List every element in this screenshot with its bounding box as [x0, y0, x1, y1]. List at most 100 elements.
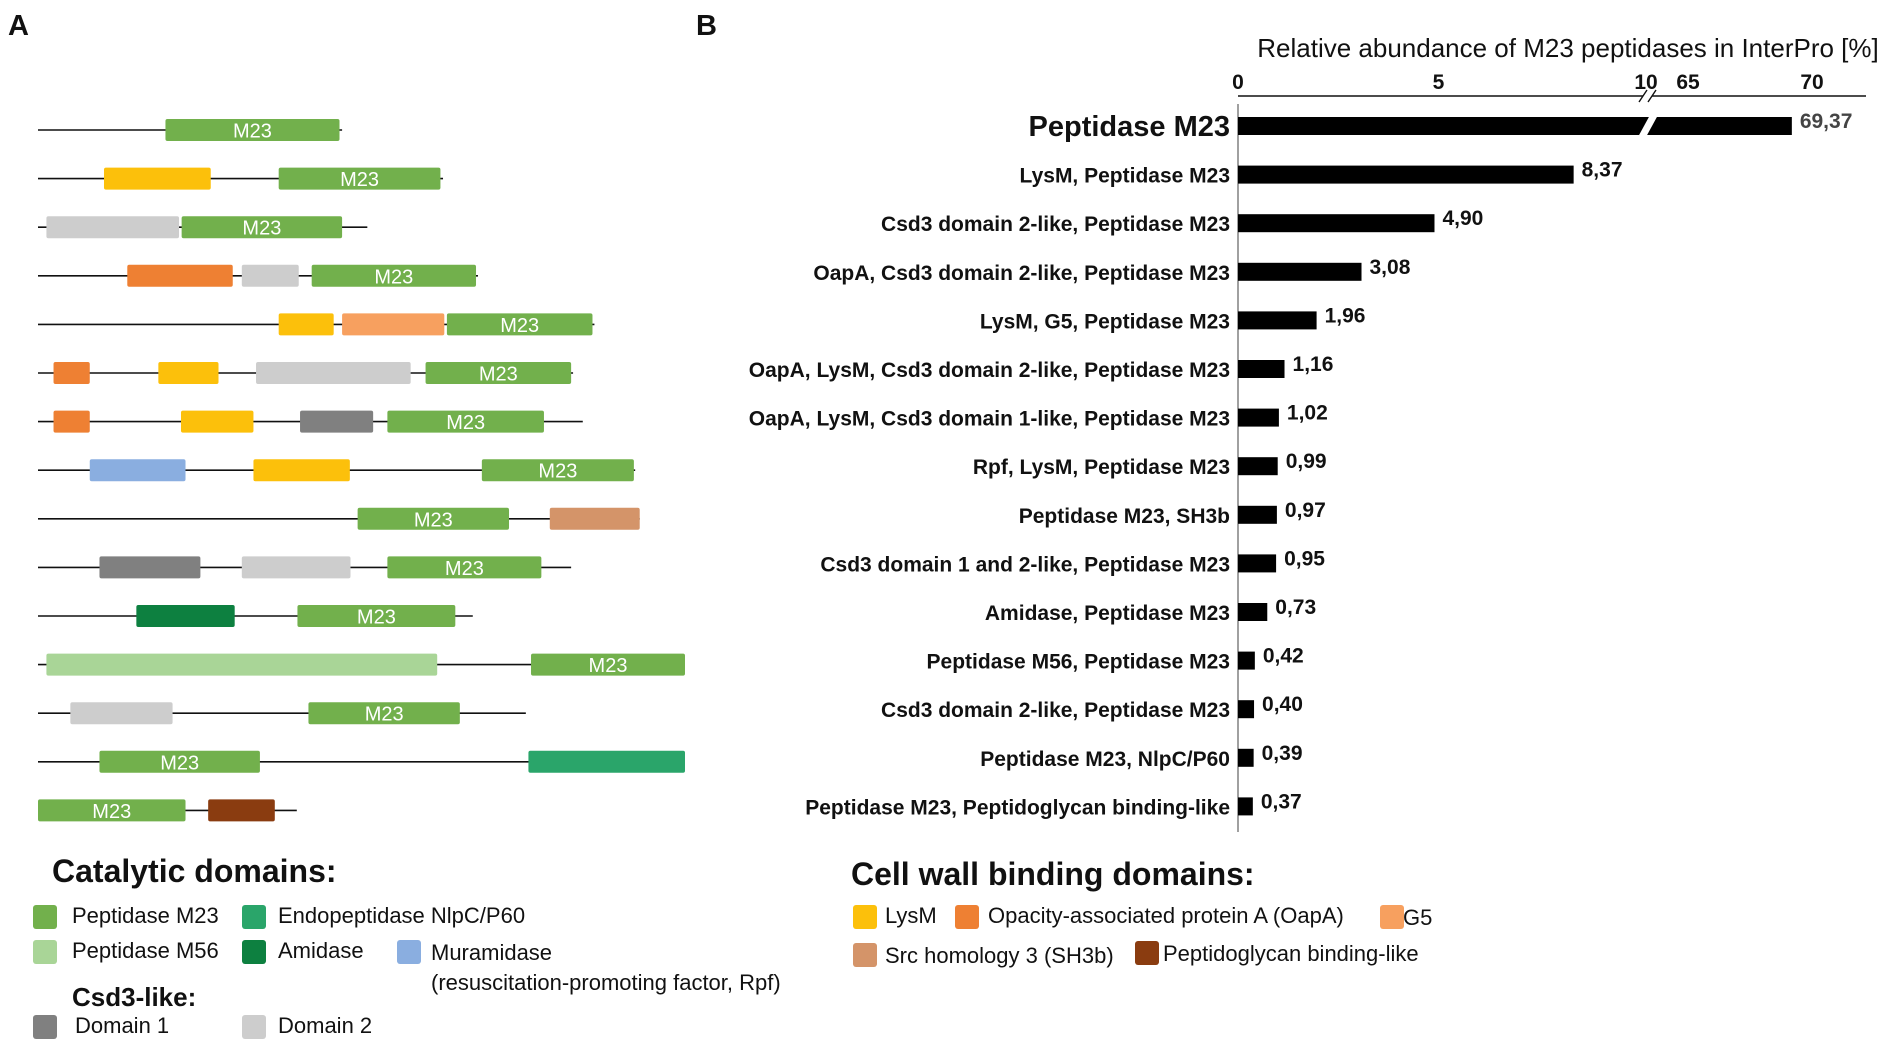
legend-label-peptidoglycan-binding: Peptidoglycan binding-like: [1163, 941, 1419, 966]
cell-wall-legend-title: Cell wall binding domains:: [851, 856, 1255, 892]
category-label: Peptidase M23, NlpC/P60: [980, 748, 1230, 771]
value-label: 3,08: [1370, 256, 1411, 279]
axis-break-mark-left: [1638, 89, 1648, 103]
category-label: OapA, Csd3 domain 2-like, Peptidase M23: [813, 262, 1230, 285]
domain-box-oapa: [127, 264, 233, 287]
domain-box-lysm: [158, 362, 219, 384]
domain-box-m23: [297, 605, 456, 627]
abundance-bar-chart: Relative abundance of M23 peptidases in …: [749, 33, 1879, 832]
domain-box-lysm: [253, 459, 350, 482]
swatch-sh3b: [853, 943, 877, 967]
category-label: Amidase, Peptidase M23: [985, 602, 1230, 625]
category-label: Rpf, LysM, Peptidase M23: [973, 456, 1230, 479]
domain-box-m23: [165, 119, 340, 141]
architecture-row: M23: [38, 653, 685, 677]
tick-label: 65: [1676, 71, 1700, 94]
domain-label: M23: [446, 412, 485, 434]
domain-label: M23: [445, 558, 484, 580]
bar: [1238, 360, 1285, 378]
legend-label-csd3-domain-2: Domain 2: [278, 1013, 373, 1038]
bar: [1238, 700, 1255, 719]
domain-box-m23: [278, 167, 441, 190]
domain-box-m23: [387, 556, 542, 579]
swatch-peptidoglycan-binding: [1135, 941, 1159, 965]
legend-label-peptidase-m56: Peptidase M56: [72, 938, 219, 963]
category-label: LysM, Peptidase M23: [1020, 165, 1230, 188]
category-label: OapA, LysM, Csd3 domain 2-like, Peptidas…: [749, 359, 1230, 382]
bar: [1238, 748, 1254, 767]
domain-label: M23: [589, 655, 628, 677]
bar: [1238, 457, 1278, 476]
domain-box-d1: [99, 556, 201, 579]
domain-box-d2: [241, 264, 299, 287]
value-label: 1,16: [1293, 353, 1334, 376]
category-label: LysM, G5, Peptidase M23: [980, 310, 1230, 333]
value-label: 8,37: [1582, 159, 1623, 182]
value-label: 0,97: [1285, 499, 1326, 522]
category-label: Peptidase M23, Peptidoglycan binding-lik…: [805, 796, 1230, 819]
domain-label: M23: [538, 461, 577, 483]
swatch-csd3-domain-1: [33, 1015, 57, 1039]
swatch-lysm: [853, 905, 877, 929]
legend-label-peptidase-m23: Peptidase M23: [72, 903, 219, 928]
architecture-row: M23: [38, 119, 343, 143]
architecture-row: M23: [38, 702, 526, 726]
domain-box-m23: [357, 507, 510, 530]
swatch-muramidase: [397, 940, 421, 964]
domain-box-d1: [300, 410, 374, 433]
legend-label-rpf-note: (resuscitation-promoting factor, Rpf): [431, 970, 781, 995]
legend-label-csd3-domain-1: Domain 1: [75, 1013, 170, 1038]
domain-label: M23: [414, 509, 453, 531]
domain-box-m23: [425, 362, 572, 384]
domain-box-oapa: [53, 410, 90, 433]
catalytic-legend-title: Catalytic domains:: [52, 853, 337, 889]
domain-box-d2: [70, 702, 173, 725]
domain-box-nlpc: [528, 750, 685, 773]
domain-architecture-panel: M23 M23 M23 M23 M23 M23 M23 M23 M23 M23 M23 M23 M23 M…: [38, 119, 685, 823]
domain-box-m23: [181, 216, 343, 239]
domain-box-lysm: [103, 167, 211, 190]
domain-label: M23: [242, 218, 281, 240]
panel-letter-a: A: [8, 10, 29, 42]
bar: [1238, 408, 1279, 427]
csd3-legend-title: Csd3-like:: [72, 982, 197, 1012]
bar: [1238, 603, 1268, 621]
domain-box-m23: [308, 702, 460, 725]
domain-label: M23: [160, 752, 199, 774]
domain-box-d2: [46, 216, 180, 239]
domain-box-sh3b: [549, 507, 640, 530]
swatch-peptidase-m23: [33, 905, 57, 929]
architecture-row: M23: [38, 507, 640, 531]
architecture-row: M23: [38, 313, 595, 337]
architecture-row: M23: [38, 799, 297, 823]
architecture-row: M23: [38, 362, 574, 386]
architecture-row: M23: [38, 410, 583, 434]
bar: [1238, 262, 1362, 281]
domain-label: M23: [500, 315, 539, 337]
swatch-peptidase-m56: [33, 940, 57, 964]
domain-box-oapa: [53, 362, 90, 384]
domain-box-lysm: [278, 313, 334, 336]
chart-title: Relative abundance of M23 peptidases in …: [1257, 33, 1879, 63]
bar: [1238, 165, 1574, 184]
tick-label: 10: [1634, 71, 1657, 94]
value-label: 1,02: [1287, 402, 1328, 425]
domain-box-m23: [38, 799, 186, 822]
bar: [1238, 311, 1317, 330]
bar-break-gap: [1638, 115, 1658, 137]
value-label: 0,95: [1284, 547, 1325, 570]
architecture-row: M23: [38, 605, 473, 629]
value-label: 0,99: [1286, 450, 1327, 473]
swatch-g5: [1380, 905, 1404, 929]
axis-break-mark-right: [1647, 89, 1657, 103]
legend-label-muramidase: Muramidase: [431, 940, 553, 965]
domain-box-d2: [241, 556, 351, 579]
domain-box-m23: [387, 410, 544, 433]
bar: [1238, 554, 1277, 573]
tick-label: 5: [1433, 71, 1445, 94]
domain-box-m23: [99, 750, 260, 773]
domain-label: M23: [233, 121, 272, 143]
category-label: Csd3 domain 2-like, Peptidase M23: [881, 699, 1230, 722]
architecture-row: M23: [38, 750, 685, 774]
value-label: 0,37: [1261, 790, 1302, 813]
